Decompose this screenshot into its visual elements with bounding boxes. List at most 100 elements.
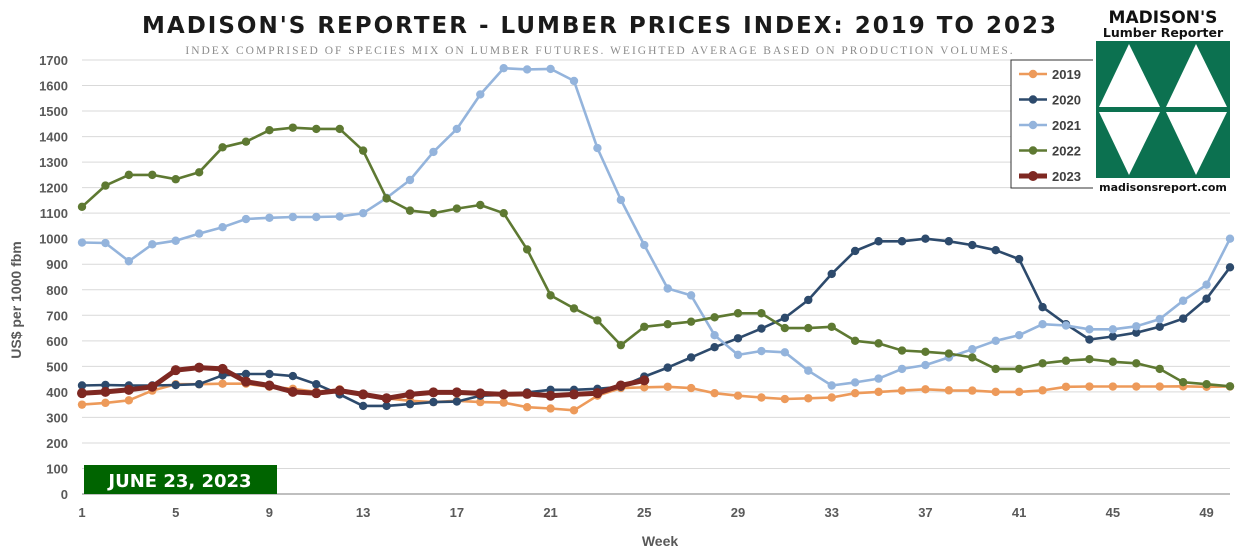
data-point	[1132, 322, 1141, 331]
data-point	[1108, 332, 1118, 341]
data-point	[640, 240, 649, 250]
data-point	[615, 380, 626, 391]
y-axis-title: US$ per 1000 fbm	[8, 241, 24, 359]
data-point	[1202, 280, 1211, 289]
data-point	[733, 309, 743, 318]
x-tick-label: 49	[1199, 505, 1213, 520]
data-point	[124, 256, 134, 266]
data-point	[546, 64, 555, 74]
data-point	[991, 245, 1000, 255]
data-point	[522, 65, 532, 74]
data-point	[1132, 328, 1141, 337]
data-point	[123, 384, 134, 395]
data-point	[593, 316, 602, 325]
series-layer	[77, 63, 1235, 415]
y-tick-label: 400	[46, 385, 68, 400]
data-point	[358, 401, 368, 411]
data-point	[1202, 294, 1211, 303]
data-point	[616, 340, 626, 350]
data-point	[874, 374, 883, 383]
y-tick-label: 1300	[39, 155, 68, 170]
data-point	[850, 336, 860, 346]
data-point	[1085, 382, 1094, 391]
data-point	[382, 194, 391, 203]
data-point	[358, 389, 369, 400]
data-point	[241, 214, 251, 224]
data-point	[897, 346, 907, 355]
data-point	[452, 204, 462, 213]
data-point	[710, 331, 719, 340]
data-point	[897, 386, 907, 395]
legend-swatch-marker	[1028, 120, 1038, 130]
legend-entry-2021: 2021	[1019, 118, 1081, 133]
data-point	[428, 387, 439, 398]
y-tick-label: 1600	[39, 79, 68, 94]
data-point	[1061, 321, 1071, 330]
data-point	[499, 63, 508, 73]
data-point	[991, 387, 1000, 397]
data-point	[569, 389, 579, 400]
x-tick-label: 5	[172, 505, 179, 520]
x-tick-label: 33	[824, 505, 838, 520]
data-point	[170, 365, 181, 376]
data-point	[1014, 364, 1024, 374]
data-point	[452, 397, 462, 406]
data-point	[757, 346, 766, 356]
data-point	[1014, 387, 1024, 397]
data-point	[405, 389, 415, 400]
data-point	[241, 137, 251, 146]
data-point	[218, 379, 227, 388]
legend-entry-2019: 2019	[1019, 67, 1081, 82]
data-point	[311, 388, 322, 399]
data-point	[77, 400, 87, 409]
data-point	[850, 388, 860, 398]
data-point	[1202, 380, 1211, 389]
data-point	[288, 123, 298, 132]
y-tick-label: 1200	[39, 181, 68, 196]
data-point	[710, 343, 719, 352]
data-point	[405, 399, 415, 409]
data-point	[686, 383, 696, 393]
data-point	[944, 386, 954, 395]
data-point	[1132, 359, 1141, 368]
data-point	[991, 364, 1000, 374]
y-tick-label: 700	[46, 308, 68, 323]
legend-entry-2020: 2020	[1019, 93, 1081, 108]
data-point	[124, 396, 134, 405]
data-point	[827, 322, 836, 331]
data-point	[218, 223, 227, 232]
data-point	[710, 313, 719, 322]
y-tick-label: 500	[46, 359, 68, 374]
legend-swatch-marker	[1028, 95, 1038, 104]
y-tick-label: 1400	[39, 130, 68, 145]
data-point	[335, 124, 344, 134]
y-tick-label: 600	[46, 334, 68, 349]
data-point	[218, 143, 227, 152]
data-point	[804, 323, 813, 333]
data-point	[663, 363, 672, 372]
x-tick-label: 41	[1012, 505, 1026, 520]
data-point	[757, 324, 766, 333]
data-point	[569, 304, 579, 313]
data-point	[733, 350, 743, 360]
data-point	[77, 202, 87, 211]
date-annotation-box	[84, 465, 277, 494]
data-point	[1178, 377, 1188, 387]
data-point	[874, 237, 883, 246]
data-point	[663, 320, 672, 329]
data-point	[850, 246, 860, 256]
data-point	[287, 386, 298, 397]
data-point	[733, 391, 743, 400]
legend-entry-2022: 2022	[1019, 144, 1081, 159]
data-point	[405, 206, 415, 215]
x-tick-label: 45	[1106, 505, 1120, 520]
data-point	[241, 376, 251, 387]
x-axis-title: Week	[642, 533, 679, 549]
data-point	[569, 406, 579, 415]
series-2022	[77, 123, 1235, 391]
legend-swatch-marker	[1028, 146, 1038, 155]
data-point	[1155, 364, 1164, 374]
data-point	[663, 284, 672, 293]
data-point	[1038, 386, 1047, 395]
data-point	[101, 380, 110, 390]
